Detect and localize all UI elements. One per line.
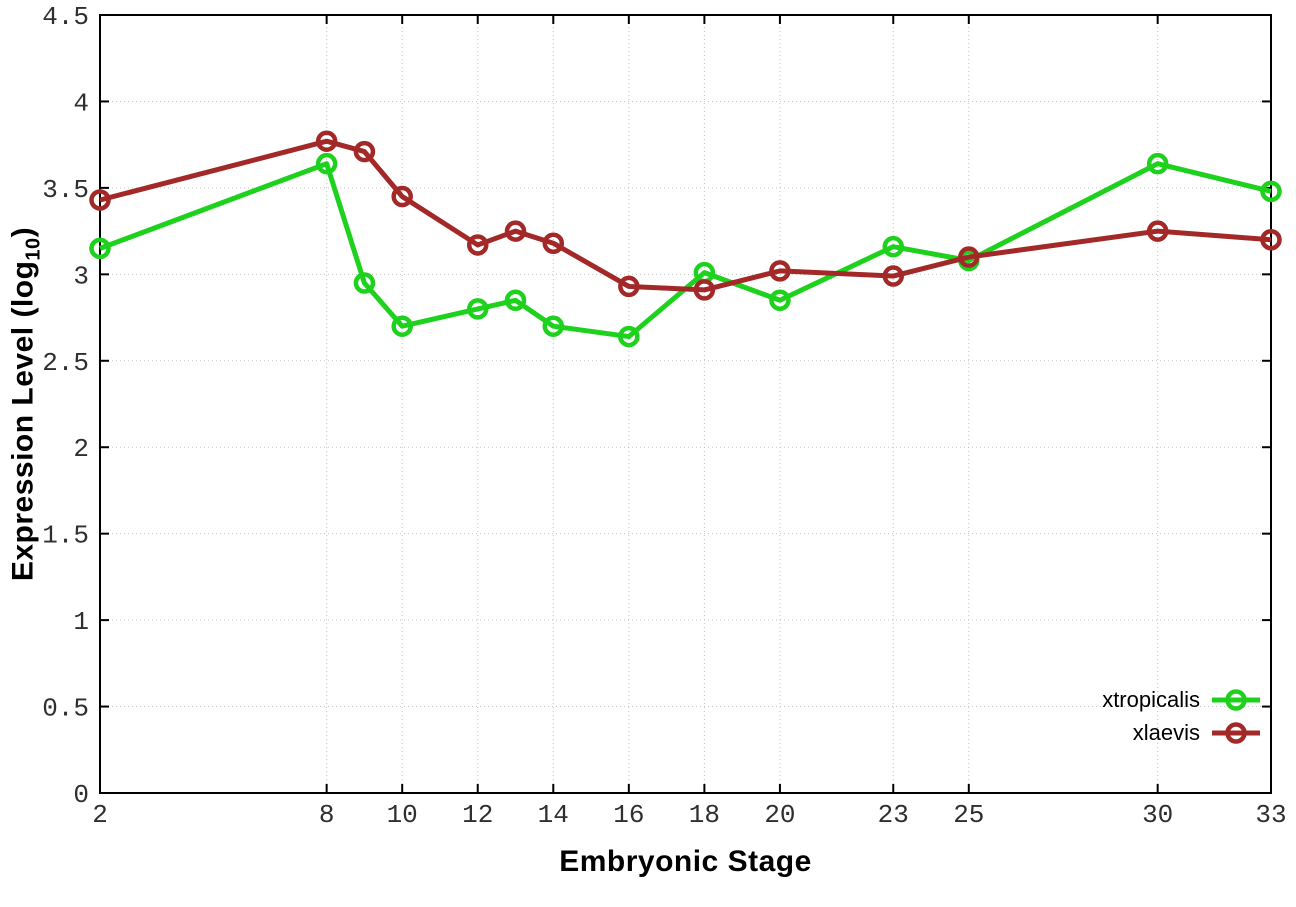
y-tick-label: 3 xyxy=(73,261,89,291)
y-tick-label: 4 xyxy=(73,88,89,118)
data-point-xtropicalis xyxy=(89,237,111,260)
legend-item-xtropicalis: xtropicalis xyxy=(1102,686,1260,714)
data-point-xlaevis xyxy=(353,140,376,163)
y-tick-label: 1 xyxy=(73,607,89,637)
series-line-xlaevis xyxy=(99,138,1272,293)
legend-item-xlaevis: xlaevis xyxy=(1133,719,1260,747)
x-tick-label: 8 xyxy=(319,800,335,830)
data-point-xtropicalis xyxy=(466,298,489,320)
x-tick-label: 16 xyxy=(613,800,644,830)
y-tick-label: 0.5 xyxy=(42,694,89,724)
series-xlaevis xyxy=(89,130,1282,301)
y-axis-title: Expression Level (log10) xyxy=(7,227,46,581)
tick-marks xyxy=(99,14,1272,794)
x-tick-label: 30 xyxy=(1142,800,1173,830)
plot-border xyxy=(99,14,1272,794)
data-point-xlaevis xyxy=(693,279,716,301)
data-point-xtropicalis xyxy=(618,325,640,348)
data-point-xtropicalis xyxy=(542,315,565,337)
data-point-xlaevis xyxy=(466,234,489,256)
y-tick-label: 2.5 xyxy=(42,348,89,378)
series-line-xtropicalis xyxy=(99,161,1272,340)
data-point-xtropicalis xyxy=(1260,180,1282,203)
legend: xtropicalis xlaevis xyxy=(1102,686,1260,747)
y-tick-label: 3.5 xyxy=(42,175,89,205)
data-point-xtropicalis xyxy=(882,235,905,258)
x-tick-label: 14 xyxy=(538,800,569,830)
x-tick-label: 2 xyxy=(92,800,108,830)
x-tick-label: 12 xyxy=(462,800,493,830)
data-point-xlaevis xyxy=(618,275,640,298)
data-point-xtropicalis xyxy=(504,289,527,312)
tick-labels: 2 8 10 12 14 16 18 20 23 25 30 33 0 0.5 1 1.5 2 2.5 3 3.5 4 4… xyxy=(42,2,1286,830)
data-point-xlaevis xyxy=(315,130,338,152)
data-point-xlaevis xyxy=(958,246,980,268)
data-point-xtropicalis xyxy=(769,289,791,312)
data-point-xlaevis xyxy=(391,185,413,208)
data-point-xlaevis xyxy=(1260,229,1282,251)
gridlines xyxy=(100,15,1271,793)
legend-label: xtropicalis xyxy=(1102,687,1200,712)
data-point-xlaevis xyxy=(1146,220,1169,242)
data-point-xlaevis xyxy=(89,189,111,211)
y-axis-title-close: ) xyxy=(6,226,40,238)
x-axis-title: Embryonic Stage xyxy=(559,845,812,878)
legend-marker-sample xyxy=(1212,689,1260,711)
x-tick-label: 23 xyxy=(878,800,909,830)
x-tick-label: 33 xyxy=(1255,800,1286,830)
x-tick-label: 20 xyxy=(764,800,795,830)
data-point-xlaevis xyxy=(769,260,791,282)
y-tick-label: 4.5 xyxy=(42,2,89,32)
y-axis-title-text: Expression Level (log xyxy=(6,260,40,582)
data-point-xtropicalis xyxy=(391,315,413,337)
y-axis-title-subscript: 10 xyxy=(22,237,45,261)
series-xtropicalis xyxy=(89,152,1282,348)
legend-marker-sample xyxy=(1212,722,1260,744)
legend-label: xlaevis xyxy=(1132,720,1200,745)
x-tick-label: 25 xyxy=(953,800,984,830)
x-tick-label: 10 xyxy=(387,800,418,830)
data-point-xtropicalis xyxy=(1146,152,1169,175)
data-point-xlaevis xyxy=(542,232,565,254)
data-point-xtropicalis xyxy=(353,272,376,294)
y-tick-label: 2 xyxy=(73,434,89,464)
y-tick-label: 1.5 xyxy=(42,521,89,551)
y-tick-label: 0 xyxy=(73,780,89,810)
data-point-xlaevis xyxy=(504,220,527,242)
data-point-xtropicalis xyxy=(315,152,338,175)
x-tick-label: 18 xyxy=(689,800,720,830)
data-point-xlaevis xyxy=(882,265,905,287)
